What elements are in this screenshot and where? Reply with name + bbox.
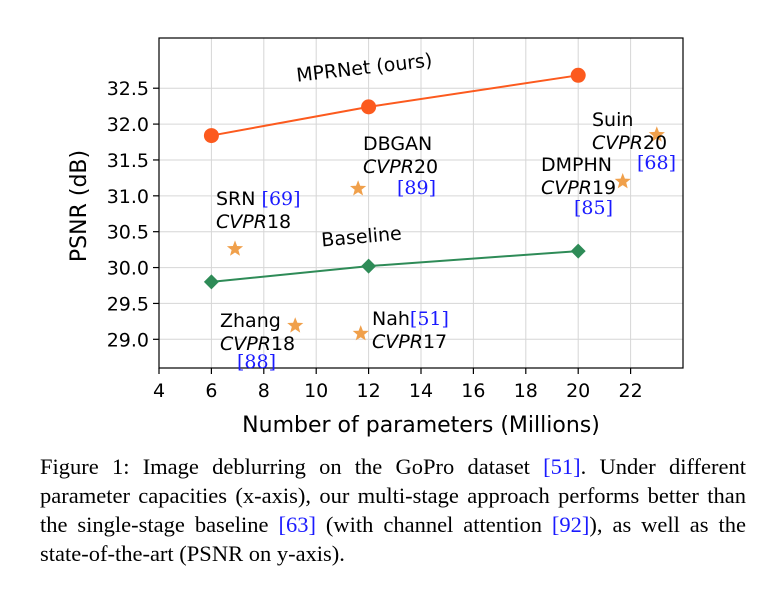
nah-ref: [51] [410,308,449,330]
psnr-vs-parameters-chart: 4 6 8 10 12 14 16 18 20 22 29.0 29.5 30.0 30.5 31.0 31.… [67,37,684,438]
x-tick-label: 6 [205,380,217,402]
y-tick-label: 31.0 [107,186,149,208]
x-tick-label: 18 [514,380,538,402]
y-tick-label: 30.5 [107,222,149,244]
y-tick-label: 29.5 [107,293,149,315]
suin-year: 20 [643,132,667,154]
srn-name: SRN [216,188,255,210]
dbgan-ref: [89] [397,177,436,199]
x-tick-label: 4 [153,380,165,402]
y-tick-label: 32.0 [107,114,149,136]
series-layer [203,67,586,290]
dbgan-venue: CVPR [363,156,414,178]
x-axis-label: Number of parameters (Millions) [242,413,600,438]
annotation-srn: SRN [69] CVPR18 [216,188,301,233]
caption-text-1: Image deblurring on the GoPro dataset [142,454,544,479]
dmphn-year: 19 [592,177,616,199]
figure-caption: Figure 1: Image deblurring on the GoPro … [40,452,746,568]
dmphn-venue: CVPR [541,177,592,199]
method-star-zhang [287,317,304,333]
caption-text-3: (with channel attention [315,512,552,537]
annotation-suin: Suin CVPR20 [68] [592,109,676,174]
method-star-dmphn [614,173,631,189]
y-tick-label: 30.0 [107,258,149,280]
dmphn-ref: [85] [574,197,613,219]
method-star-srn [226,240,244,256]
caption-label: Figure 1: [40,454,130,479]
baseline-point [570,243,586,259]
nah-name: Nah [372,308,410,330]
dbgan-name: DBGAN [363,133,432,155]
svg-text:CVPR20: CVPR20 [363,156,438,178]
series-label-baseline: Baseline [320,223,402,252]
baseline-line [211,250,579,283]
caption-text-4: ), as well as the state-of-the-art (PSNR… [40,512,746,566]
x-tick-label: 14 [409,380,433,402]
method-star-dbgan [350,180,367,196]
baseline-point [361,258,377,274]
srn-venue: CVPR [216,211,267,233]
caption-ref-3[interactable]: [92] [551,512,590,537]
method-star-nah [352,325,369,341]
caption-ref-1[interactable]: [51] [543,454,581,479]
mprnet-point [570,67,586,83]
annotation-dmphn: DMPHN CVPR19 [85] [541,154,616,219]
y-axis-label: PSNR (dB) [67,150,92,262]
caption-text-2: . Under different parameter capacities (… [40,454,746,537]
suin-venue: CVPR [592,132,643,154]
mprnet-point [361,99,377,115]
suin-name: Suin [592,109,633,131]
annotation-dbgan: DBGAN CVPR20 [89] [363,133,438,199]
x-tick-label: 22 [619,380,643,402]
axis-ticks: 4 6 8 10 12 14 16 18 20 22 29.0 29.5 30.0 30.5 31.0 31.… [107,78,643,402]
svg-text:CVPR20: CVPR20 [592,132,667,154]
zhang-ref: [88] [237,351,276,373]
y-tick-label: 31.5 [107,150,149,172]
x-tick-label: 16 [461,380,485,402]
svg-text:SRN [69]: SRN [69] [216,188,301,210]
svg-text:CVPR18: CVPR18 [216,211,291,233]
method-stars [226,126,665,341]
dbgan-year: 20 [414,156,438,178]
svg-text:CVPR18: CVPR18 [220,333,295,355]
nah-year: 17 [423,331,447,353]
mprnet-point [203,128,219,144]
y-tick-label: 29.0 [107,329,149,351]
x-tick-label: 12 [357,380,381,402]
grid-lines [158,38,683,368]
y-tick-label: 32.5 [107,78,149,100]
zhang-year: 18 [271,333,295,355]
zhang-name: Zhang [220,310,281,332]
baseline-point [203,274,219,290]
suin-ref: [68] [637,152,676,174]
x-tick-label: 10 [304,380,328,402]
method-star-suin [648,126,665,142]
svg-text:CVPR17: CVPR17 [372,331,447,353]
dmphn-name: DMPHN [541,154,612,176]
svg-text:CVPR19: CVPR19 [541,177,616,199]
x-tick-label: 8 [258,380,270,402]
srn-ref: [69] [262,188,301,210]
x-tick-label: 20 [566,380,590,402]
annotation-nah: Nah[51] CVPR17 [372,308,449,353]
svg-text:Nah[51]: Nah[51] [372,308,449,330]
annotation-zhang: Zhang CVPR18 [88] [220,310,295,373]
zhang-venue: CVPR [220,333,271,355]
caption-ref-2[interactable]: [63] [278,512,316,537]
nah-venue: CVPR [372,331,423,353]
mprnet-line [211,74,579,137]
srn-year: 18 [267,211,291,233]
